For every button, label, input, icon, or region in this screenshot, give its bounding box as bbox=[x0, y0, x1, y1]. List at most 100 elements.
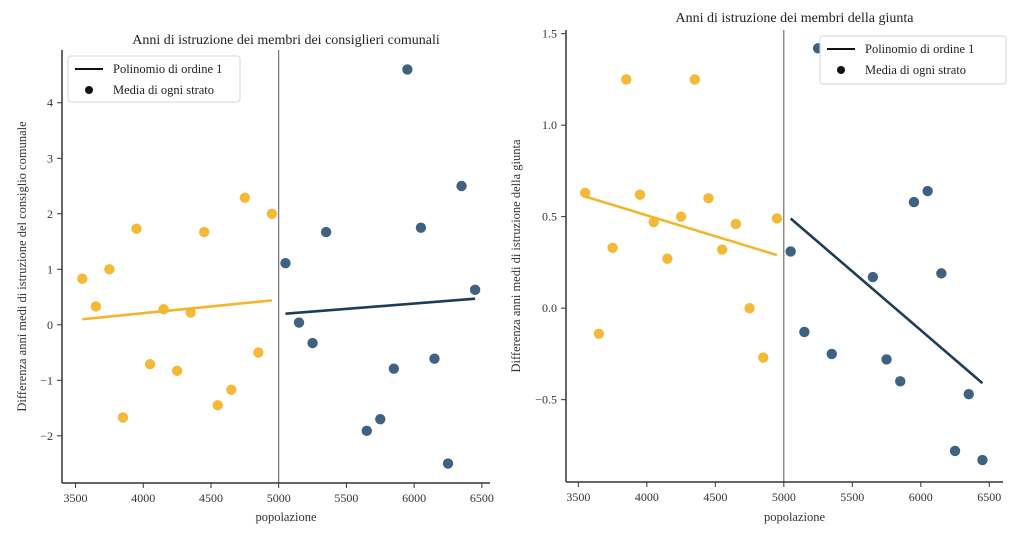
chart-giunta: Anni di istruzione dei membri della giun… bbox=[509, 11, 1007, 524]
fit-line-below-threshold bbox=[82, 299, 273, 321]
data-point-below-threshold bbox=[199, 226, 210, 238]
data-point-above-threshold bbox=[469, 284, 481, 296]
y-tick-label: 2 bbox=[47, 207, 53, 221]
x-axis-label: popolazione bbox=[764, 510, 826, 524]
data-point-below-threshold bbox=[758, 352, 769, 363]
data-point-above-threshold bbox=[456, 180, 467, 192]
y-tick-label: 0.0 bbox=[542, 301, 557, 315]
data-point-above-threshold bbox=[320, 226, 332, 238]
y-tick-label: 1 bbox=[47, 262, 53, 276]
x-tick-label: 5500 bbox=[334, 491, 358, 505]
fit-line-below-threshold bbox=[584, 195, 778, 257]
data-point-above-threshold bbox=[388, 363, 400, 374]
x-tick-label: 6000 bbox=[402, 491, 426, 505]
data-point-above-threshold bbox=[442, 458, 454, 469]
data-point-below-threshold bbox=[579, 187, 591, 199]
data-point-below-threshold bbox=[77, 273, 88, 284]
data-point-above-threshold bbox=[429, 353, 440, 364]
data-point-above-threshold bbox=[895, 376, 906, 387]
data-point-above-threshold bbox=[799, 326, 810, 338]
chart-council: Anni di istruzione dei membri dei consig… bbox=[15, 33, 494, 524]
data-point-below-threshold bbox=[689, 74, 700, 85]
data-point-below-threshold bbox=[744, 302, 755, 314]
fit-line-above-threshold bbox=[789, 217, 984, 385]
data-point-above-threshold bbox=[949, 445, 961, 457]
data-point-below-threshold bbox=[144, 359, 156, 370]
data-point-below-threshold bbox=[158, 304, 169, 315]
data-point-below-threshold bbox=[607, 242, 618, 253]
data-point-above-threshold bbox=[936, 268, 947, 279]
data-point-below-threshold bbox=[634, 189, 646, 200]
x-tick-label: 5000 bbox=[267, 491, 291, 505]
data-point-above-threshold bbox=[826, 348, 837, 360]
data-point-below-threshold bbox=[621, 74, 632, 85]
data-point-below-threshold bbox=[730, 218, 742, 230]
data-point-above-threshold bbox=[293, 317, 305, 328]
legend-label-means: Media di ogni strato bbox=[113, 83, 214, 97]
x-tick-label: 6500 bbox=[470, 491, 494, 505]
y-tick-label: −2 bbox=[40, 429, 53, 443]
data-point-above-threshold bbox=[375, 413, 386, 425]
data-point-below-threshold bbox=[703, 193, 714, 204]
data-point-below-threshold bbox=[266, 208, 278, 219]
x-tick-label: 6000 bbox=[909, 490, 933, 504]
x-axis-label: popolazione bbox=[255, 510, 317, 524]
data-point-below-threshold bbox=[593, 328, 605, 339]
x-tick-label: 4500 bbox=[703, 490, 727, 504]
legend: Polinomio di ordine 1 Media di ogni strat… bbox=[67, 55, 241, 103]
legend-dot-icon bbox=[85, 86, 93, 94]
data-point-below-threshold bbox=[185, 307, 196, 318]
y-tick-label: −0.5 bbox=[535, 393, 557, 407]
data-point-below-threshold bbox=[771, 213, 783, 224]
x-tick-label: 3500 bbox=[64, 491, 88, 505]
x-tick-label: 4000 bbox=[635, 490, 659, 504]
fit-line-above-threshold bbox=[285, 297, 476, 315]
data-point-above-threshold bbox=[361, 425, 372, 437]
legend-dot-icon bbox=[837, 66, 845, 74]
data-point-below-threshold bbox=[90, 301, 102, 312]
data-point-above-threshold bbox=[977, 454, 988, 466]
data-point-below-threshold bbox=[662, 253, 673, 264]
data-point-below-threshold bbox=[253, 347, 264, 358]
data-point-above-threshold bbox=[307, 337, 318, 349]
data-point-above-threshold bbox=[785, 246, 796, 257]
data-point-above-threshold bbox=[922, 185, 933, 197]
data-point-above-threshold bbox=[908, 196, 920, 208]
data-point-above-threshold bbox=[415, 222, 427, 233]
legend: Polinomio di ordine 1 Media di ogni strat… bbox=[819, 35, 1007, 85]
x-tick-label: 3500 bbox=[566, 490, 590, 504]
data-point-above-threshold bbox=[402, 64, 413, 75]
legend-label-means: Media di ogni strato bbox=[865, 63, 966, 77]
x-tick-label: 5500 bbox=[840, 490, 864, 504]
y-tick-label: 1.5 bbox=[542, 27, 557, 41]
legend-box bbox=[819, 35, 1007, 85]
y-axis-label: Differenza anni medi di istruzione della… bbox=[509, 139, 523, 372]
chart-title: Anni di istruzione dei membri della giun… bbox=[676, 11, 915, 26]
chart-title: Anni di istruzione dei membri dei consig… bbox=[132, 33, 440, 48]
legend-label-fit: Polinomio di ordine 1 bbox=[113, 62, 222, 76]
y-axis-label: Differenza anni medi di istruzione del c… bbox=[15, 121, 29, 412]
x-tick-label: 4500 bbox=[199, 491, 223, 505]
data-point-below-threshold bbox=[171, 365, 183, 377]
data-point-below-threshold bbox=[117, 412, 129, 423]
data-point-below-threshold bbox=[675, 211, 687, 222]
x-tick-label: 6500 bbox=[977, 490, 1001, 504]
data-point-below-threshold bbox=[104, 264, 115, 275]
y-tick-label: 0.5 bbox=[542, 210, 557, 224]
data-point-above-threshold bbox=[963, 388, 974, 400]
data-point-above-threshold bbox=[280, 257, 291, 269]
y-tick-label: 3 bbox=[47, 151, 53, 165]
data-point-below-threshold bbox=[239, 192, 251, 203]
data-point-below-threshold bbox=[212, 400, 223, 411]
legend-box bbox=[67, 55, 241, 103]
y-tick-label: −1 bbox=[40, 373, 53, 387]
x-tick-label: 5000 bbox=[772, 490, 796, 504]
legend-label-fit: Polinomio di ordine 1 bbox=[865, 42, 974, 56]
y-tick-label: 4 bbox=[47, 96, 53, 110]
data-point-below-threshold bbox=[716, 244, 728, 255]
data-point-below-threshold bbox=[648, 216, 659, 228]
y-tick-label: 0 bbox=[47, 318, 53, 332]
data-point-above-threshold bbox=[867, 271, 879, 283]
data-point-below-threshold bbox=[226, 384, 237, 395]
